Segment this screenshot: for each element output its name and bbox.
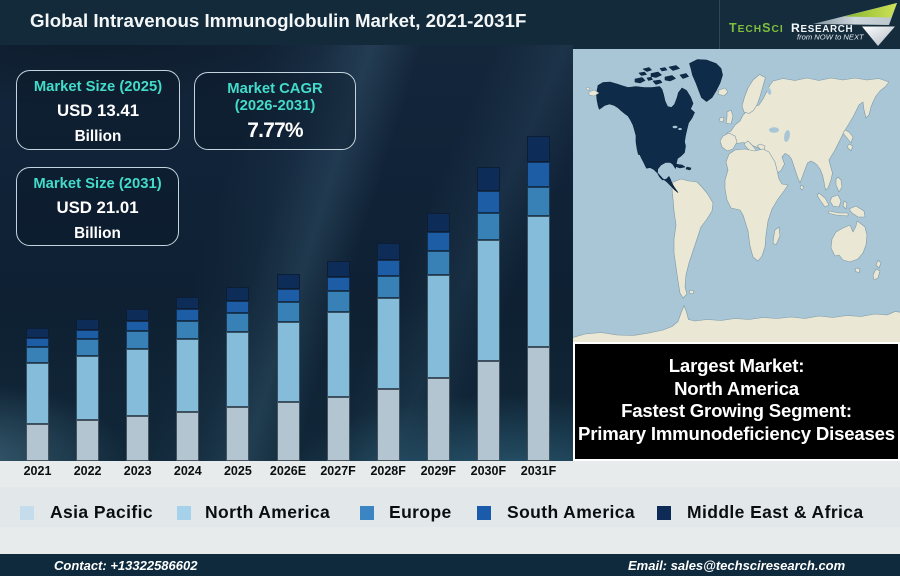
svg-text:from NOW to NEXT: from NOW to NEXT [797, 33, 865, 42]
svg-text:RESEARCH: RESEARCH [791, 21, 853, 35]
svg-text:TECHSCI: TECHSCI [729, 21, 784, 35]
